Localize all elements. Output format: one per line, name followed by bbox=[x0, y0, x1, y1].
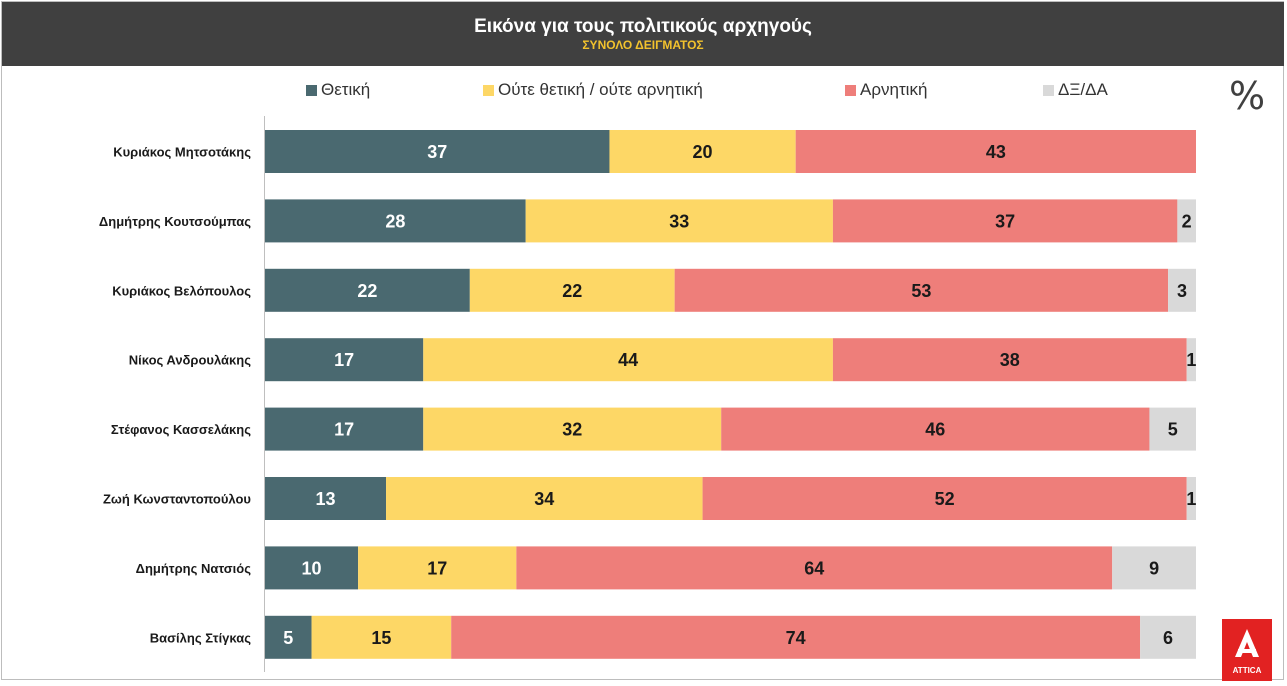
data-label-neutral: 33 bbox=[669, 211, 689, 231]
data-label-positive: 28 bbox=[385, 211, 405, 231]
data-label-neutral: 32 bbox=[562, 420, 582, 440]
data-label-positive: 37 bbox=[427, 142, 447, 162]
data-label-negative: 46 bbox=[925, 420, 945, 440]
data-label-negative: 38 bbox=[1000, 350, 1020, 370]
data-label-dk-na: 9 bbox=[1149, 558, 1159, 578]
category-label: Νίκος Ανδρουλάκης bbox=[129, 353, 251, 368]
data-label-positive: 13 bbox=[315, 489, 335, 509]
data-label-dk-na: 2 bbox=[1182, 211, 1192, 231]
data-label-neutral: 22 bbox=[562, 281, 582, 301]
category-label: Στέφανος Κασσελάκης bbox=[111, 422, 251, 437]
data-label-dk-na: 6 bbox=[1163, 628, 1173, 648]
data-label-negative: 74 bbox=[786, 628, 806, 648]
data-label-negative: 43 bbox=[986, 142, 1006, 162]
data-label-neutral: 20 bbox=[693, 142, 713, 162]
category-label: Κυριάκος Μητσοτάκης bbox=[113, 145, 251, 160]
data-label-positive: 5 bbox=[283, 628, 293, 648]
data-label-positive: 10 bbox=[302, 558, 322, 578]
data-label-neutral: 15 bbox=[371, 628, 391, 648]
category-label: Δημήτρης Κουτσούμπας bbox=[99, 214, 251, 229]
data-label-dk-na: 3 bbox=[1177, 281, 1187, 301]
category-label: Κυριάκος Βελόπουλος bbox=[112, 283, 251, 298]
category-label: Ζωή Κωνσταντοπούλου bbox=[103, 492, 251, 507]
attica-logo: ATTICA bbox=[1222, 619, 1272, 681]
data-label-neutral: 17 bbox=[427, 558, 447, 578]
data-label-neutral: 34 bbox=[534, 489, 554, 509]
data-label-positive: 17 bbox=[334, 420, 354, 440]
data-label-dk-na: 1 bbox=[1186, 489, 1196, 509]
data-label-neutral: 44 bbox=[618, 350, 638, 370]
data-label-dk-na: 1 bbox=[1186, 350, 1196, 370]
data-label-negative: 37 bbox=[995, 211, 1015, 231]
attica-logo-text: ATTICA bbox=[1222, 666, 1272, 675]
category-label: Δημήτρης Νατσιός bbox=[136, 561, 252, 576]
data-label-negative: 52 bbox=[935, 489, 955, 509]
category-label: Βασίλης Στίγκας bbox=[150, 630, 251, 645]
data-label-negative: 53 bbox=[911, 281, 931, 301]
data-label-negative: 64 bbox=[804, 558, 824, 578]
data-label-dk-na: 5 bbox=[1168, 420, 1178, 440]
data-label-positive: 22 bbox=[357, 281, 377, 301]
data-label-positive: 17 bbox=[334, 350, 354, 370]
